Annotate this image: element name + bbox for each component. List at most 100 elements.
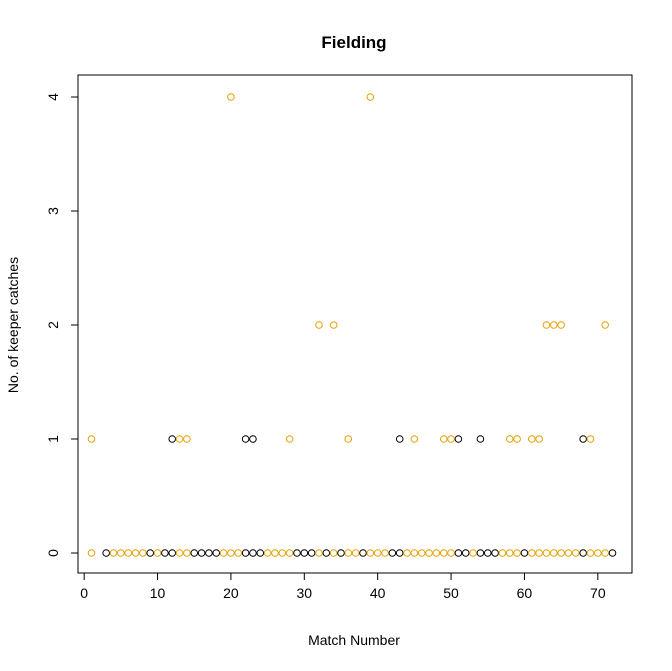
data-point [124,549,132,557]
data-point [395,435,404,443]
data-point [234,549,243,557]
data-point [520,549,529,557]
data-point [542,549,551,557]
data-point [572,549,580,557]
data-point [366,549,375,557]
data-point [410,549,419,557]
data-point [469,549,477,557]
data-point [337,549,345,557]
data-point [315,321,323,329]
data-point [579,549,587,557]
data-point [549,321,558,329]
x-axis: 0 10 20 30 40 50 60 70 [80,572,606,601]
x-tick-label: 10 [150,585,166,601]
data-point [505,435,514,443]
data-point [307,549,316,557]
data-point [175,435,184,443]
data-point [241,435,250,443]
data-point [483,549,492,557]
y-tick-label: 1 [45,435,61,443]
data-point [109,549,118,557]
data-point [447,549,455,557]
data-point [535,549,543,557]
x-tick-label: 0 [80,585,88,601]
y-tick-label: 2 [45,321,61,329]
data-point [212,549,221,557]
data-point [241,549,250,557]
data-point [549,549,558,557]
data-point [197,549,206,557]
data-point [168,435,177,443]
data-point [175,549,184,557]
data-point [601,321,609,329]
data-point [542,321,551,329]
data-point [557,549,565,557]
data-point [454,435,463,443]
data-point [249,549,257,557]
data-points [87,93,617,557]
data-point [293,549,301,557]
data-point [227,549,235,557]
data-point [454,549,463,557]
data-point [205,549,213,557]
data-point [447,435,455,443]
data-point [227,93,235,101]
data-point [381,549,389,557]
data-point [594,549,602,557]
data-point [513,549,521,557]
x-tick-label: 20 [223,585,239,601]
x-axis-label: Match Number [308,632,400,648]
y-axis: 0 1 2 3 4 [45,93,79,557]
x-tick-label: 40 [370,585,386,601]
data-point [432,549,441,557]
data-point [535,435,543,443]
y-tick-label: 0 [45,549,61,557]
y-axis-label: No. of keeper catches [5,257,21,393]
plot-box [77,74,633,574]
data-point [256,549,265,557]
x-tick-label: 70 [590,585,606,601]
data-point [513,435,521,443]
data-point [219,549,228,557]
x-tick-label: 30 [297,585,313,601]
data-point [410,435,419,443]
data-point [579,435,587,443]
data-point [102,549,110,557]
data-point [183,435,191,443]
data-point [153,549,162,557]
data-point [87,549,96,557]
data-point [263,549,272,557]
data-point [183,549,191,557]
chart-title: Fielding [321,33,386,52]
data-point [527,435,536,443]
data-point [131,549,140,557]
data-point [315,549,323,557]
data-point [285,549,294,557]
data-point [146,549,155,557]
data-point [285,435,294,443]
data-point [300,549,309,557]
data-point [249,435,257,443]
data-point [168,549,177,557]
data-point [278,549,287,557]
data-point [586,435,595,443]
data-point [564,549,573,557]
data-point [461,549,470,557]
data-point [403,549,411,557]
data-point [476,549,485,557]
data-point [586,549,595,557]
data-point [87,435,96,443]
x-tick-label: 60 [517,585,533,601]
data-point [425,549,433,557]
data-point [329,549,338,557]
data-point [139,549,147,557]
data-point [366,93,375,101]
data-point [608,549,617,557]
data-point [439,435,448,443]
data-point [329,321,338,329]
data-point [117,549,125,557]
data-point [373,549,382,557]
y-tick-label: 3 [45,207,61,215]
data-point [388,549,397,557]
